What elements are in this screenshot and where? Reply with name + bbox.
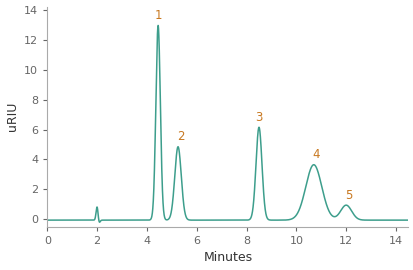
Text: 2: 2 bbox=[176, 130, 184, 143]
X-axis label: Minutes: Minutes bbox=[203, 251, 252, 264]
Y-axis label: uRIU: uRIU bbox=[5, 102, 19, 131]
Text: 1: 1 bbox=[154, 9, 161, 22]
Text: 4: 4 bbox=[312, 148, 319, 161]
Text: 5: 5 bbox=[344, 189, 351, 202]
Text: 3: 3 bbox=[255, 110, 262, 124]
